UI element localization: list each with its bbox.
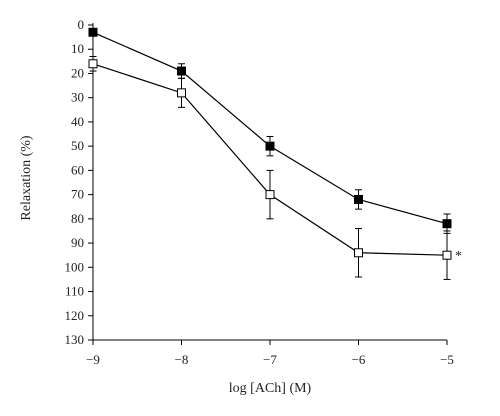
y-tick-label: 70 — [71, 187, 84, 202]
data-point — [265, 141, 275, 151]
x-axis-title: log [ACh] (M) — [229, 381, 312, 396]
data-point — [88, 27, 98, 37]
y-axis-ticks: 0 10 20 30 40 50 60 70 80 90 100 110 120 130 — [65, 17, 93, 347]
y-tick-label: 60 — [71, 162, 84, 177]
x-tick-label: −6 — [352, 352, 366, 367]
y-tick-label: 120 — [65, 308, 85, 323]
annotation-layer: * — [455, 249, 462, 264]
y-tick-label: 80 — [71, 211, 84, 226]
y-tick-label: 30 — [71, 90, 84, 105]
series-layer — [88, 27, 452, 280]
x-tick-label: −9 — [86, 352, 100, 367]
y-tick-label: 10 — [71, 41, 84, 56]
data-point — [442, 219, 452, 229]
y-axis-title: Relaxation (%) — [19, 135, 34, 220]
x-tick-label: −7 — [263, 352, 277, 367]
x-axis-ticks: −9 −8 −7 −6 −5 — [86, 340, 454, 367]
series-2 — [88, 56, 452, 280]
data-point — [177, 88, 186, 98]
series-line — [92, 63, 448, 256]
significance-marker: * — [455, 249, 462, 264]
data-point — [177, 66, 186, 76]
x-tick-label: −5 — [440, 352, 454, 367]
data-point — [354, 194, 363, 204]
data-point — [442, 250, 452, 260]
y-tick-label: 130 — [65, 332, 85, 347]
data-point — [265, 190, 275, 200]
data-point — [88, 59, 98, 69]
data-point — [354, 248, 363, 258]
series-1 — [88, 27, 452, 234]
y-tick-label: 20 — [71, 65, 84, 80]
x-tick-label: −8 — [175, 352, 189, 367]
y-tick-label: 100 — [65, 259, 85, 274]
y-tick-label: 40 — [71, 114, 84, 129]
y-tick-label: 50 — [71, 138, 84, 153]
y-tick-label: 90 — [71, 235, 84, 250]
y-tick-label: 0 — [78, 17, 85, 32]
y-tick-label: 110 — [65, 284, 84, 299]
